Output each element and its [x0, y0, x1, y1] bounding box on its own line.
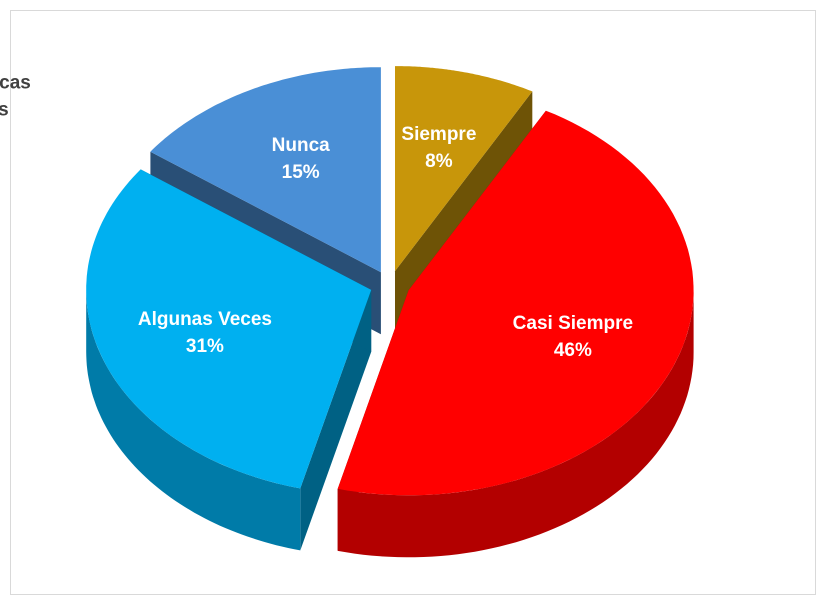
label-name: Muy pocas Veces — [0, 72, 31, 121]
data-label: Muy pocas Veces 0% — [0, 70, 57, 151]
label-name: Nunca — [271, 134, 330, 156]
label-value: 46% — [553, 340, 592, 362]
slice-radial-wall — [300, 289, 372, 551]
label-name: Algunas Veces — [137, 308, 272, 330]
slice-side — [337, 290, 694, 558]
slice-side — [86, 289, 301, 551]
data-label: Casi Siempre 46% — [498, 310, 648, 364]
data-label: Algunas Veces 31% — [130, 306, 280, 360]
slice — [86, 169, 372, 489]
label-name: Casi Siempre — [512, 313, 634, 335]
slice — [337, 110, 694, 496]
slice — [150, 67, 381, 273]
data-label: Siempre 8% — [384, 121, 494, 175]
label-value: 8% — [425, 150, 453, 172]
slice — [395, 66, 533, 272]
label-name: Siempre — [401, 123, 477, 145]
label-value: 0% — [0, 124, 57, 151]
label-value: 31% — [185, 335, 224, 357]
label-value: 15% — [281, 161, 320, 183]
data-label: Nunca 15% — [226, 132, 376, 186]
